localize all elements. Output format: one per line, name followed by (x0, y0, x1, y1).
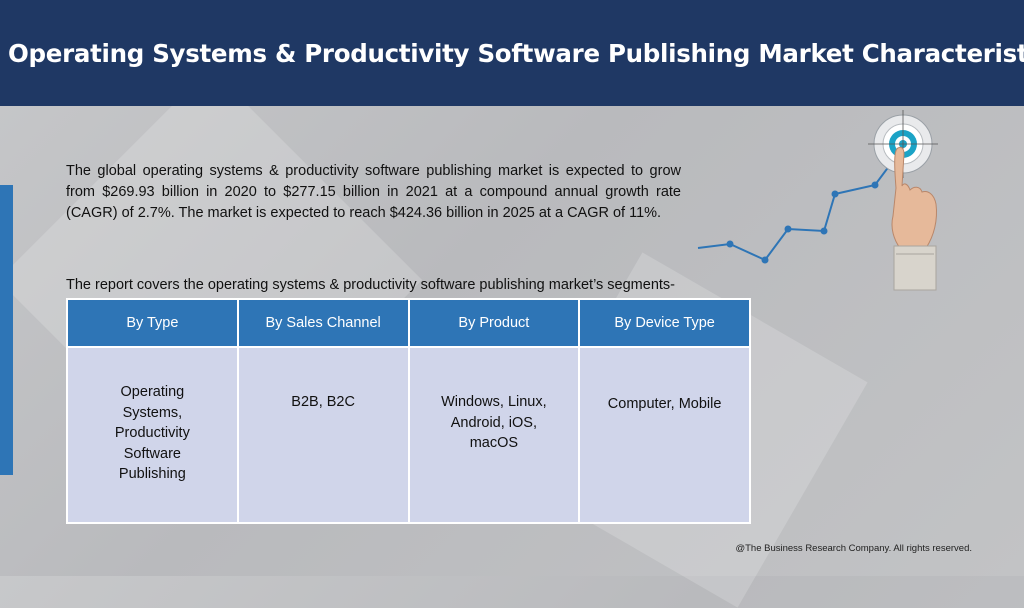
target-finger-growth-icon (697, 110, 938, 291)
left-accent-bar (0, 185, 13, 475)
header-by-sales-channel: By Sales Channel (236, 298, 410, 348)
header-by-product: By Product (407, 298, 581, 348)
pointing-hand-icon (891, 146, 937, 291)
table-row: Operating Systems, Productivity Software… (66, 346, 751, 524)
cell-sales-channel-values: B2B, B2C (236, 346, 410, 524)
cell-device-type-values: Computer, Mobile (578, 346, 751, 524)
growth-line-icon (697, 145, 905, 264)
header-bar: Operating Systems & Productivity Softwar… (0, 0, 1024, 106)
cell-product-values: Windows, Linux, Android, iOS, macOS (407, 346, 581, 524)
page-title: Operating Systems & Productivity Softwar… (8, 38, 1024, 68)
cell-type-values: Operating Systems, Productivity Software… (66, 346, 239, 524)
copyright-footer: @The Business Research Company. All righ… (735, 543, 972, 554)
table-header-row: By Type By Sales Channel By Product By D… (66, 298, 751, 348)
segments-table: By Type By Sales Channel By Product By D… (66, 298, 751, 524)
header-by-device-type: By Device Type (578, 298, 751, 348)
segments-lead-text: The report covers the operating systems … (66, 277, 675, 293)
intro-paragraph: The global operating systems & productiv… (66, 163, 681, 221)
header-by-type: By Type (66, 298, 239, 348)
target-icon (868, 110, 938, 178)
